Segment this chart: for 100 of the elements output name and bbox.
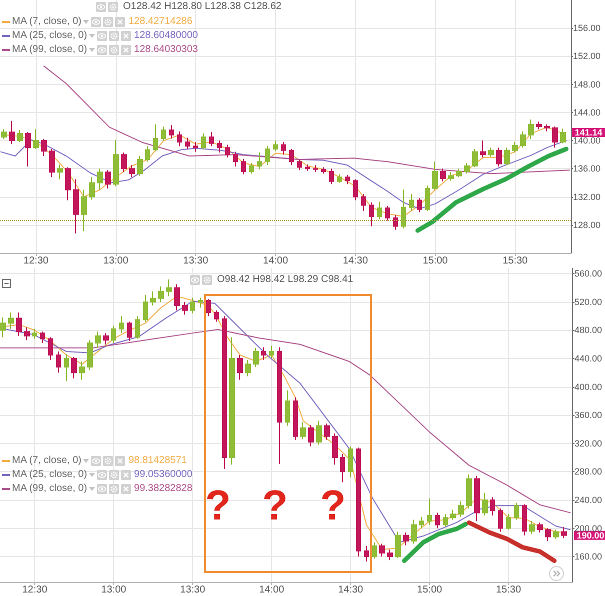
candlestick: [79, 360, 85, 380]
candlestick: [488, 147, 494, 158]
candlestick: [222, 316, 227, 470]
candlestick: [0, 317, 6, 338]
candlestick: [150, 290, 156, 306]
candlestick: [129, 164, 135, 178]
annotation: 128.42714286: [128, 16, 192, 28]
candlestick: [257, 152, 262, 170]
candlestick: [364, 545, 369, 562]
candlestick: [1, 128, 7, 140]
candlestick: [206, 298, 211, 317]
y-tick-label: 144.00: [573, 107, 601, 118]
line-series: [402, 522, 468, 564]
candlestick: [480, 140, 486, 158]
annotation: 99.05360000: [134, 469, 192, 481]
candlestick: [245, 359, 251, 377]
y-tick-label: 440.00: [574, 354, 602, 364]
candlestick: [143, 294, 148, 322]
candlestick: [387, 548, 393, 561]
x-tick-label: 14:30: [338, 584, 364, 596]
candlestick: [435, 512, 440, 529]
candlestick: [393, 214, 398, 230]
candlestick: [544, 124, 550, 132]
candlestick: [514, 502, 519, 520]
candlestick: [356, 447, 361, 558]
candlestick: [448, 172, 454, 182]
y-tick-label: 128.00: [573, 220, 601, 230]
annotation: 98.81428571: [128, 455, 187, 467]
candlestick: [214, 310, 219, 322]
x-tick-label: 13:00: [103, 256, 129, 266]
x-tick-label: 15:30: [502, 256, 528, 266]
candlestick: [403, 532, 409, 546]
candlestick: [73, 178, 79, 234]
candlestick: [265, 146, 270, 166]
y-tick-label: 280.00: [574, 466, 602, 477]
y-tick-label: 160.00: [574, 552, 602, 562]
x-tick-label: 13:30: [183, 256, 209, 266]
candlestick: [305, 164, 310, 172]
candlestick: [201, 133, 206, 150]
candlestick: [379, 543, 385, 558]
annotation: ?: [320, 482, 346, 528]
x-tick-label: 15:00: [417, 584, 442, 596]
candlestick: [432, 161, 438, 190]
candlestick: [316, 420, 322, 446]
candlestick: [417, 198, 422, 213]
candlestick: [127, 321, 132, 342]
candlestick: [177, 130, 182, 147]
candlestick: [482, 492, 488, 516]
y-tick-label: 140.00: [573, 136, 601, 146]
candlestick: [490, 496, 495, 516]
candlestick: [161, 126, 166, 142]
candlestick: [545, 528, 551, 542]
candlestick: [401, 189, 406, 229]
candlestick: [16, 312, 22, 336]
candlestick: [427, 498, 432, 526]
x-tick-label: 14:30: [342, 256, 368, 266]
candlestick: [293, 396, 298, 440]
candlestick: [95, 331, 101, 348]
candlestick: [474, 475, 480, 522]
candlestick: [308, 424, 314, 447]
candlestick: [289, 148, 294, 166]
annotation: ?: [205, 482, 231, 528]
y-tick-label: 400.00: [574, 382, 602, 392]
candlestick: [281, 141, 286, 156]
candlestick: [419, 516, 424, 529]
annotation: 128.60480000: [134, 30, 198, 42]
x-tick-label: 12:30: [23, 256, 49, 266]
x-tick-label: 13:30: [180, 584, 206, 596]
y-tick-label: 320.00: [574, 438, 602, 448]
candlestick: [237, 354, 243, 380]
candlestick: [190, 297, 195, 314]
y-tick-label: 132.00: [573, 192, 601, 202]
annotation: 99.38282828: [134, 483, 192, 495]
candlestick: [353, 178, 358, 201]
x-tick-label: 14:00: [263, 256, 288, 266]
candlestick: [273, 140, 278, 152]
x-tick-label: 15:30: [496, 584, 522, 596]
line-series: [466, 520, 557, 564]
candlestick: [337, 174, 342, 184]
legend-label: MA (99, close, 0): [12, 483, 88, 495]
candlestick: [536, 121, 542, 130]
candlestick: [32, 328, 37, 340]
candlestick: [169, 124, 174, 139]
candlestick: [560, 128, 566, 144]
legend-label: MA (7, close, 0): [12, 455, 82, 467]
candlestick: [285, 390, 290, 426]
candlestick: [145, 146, 150, 162]
candlestick: [137, 156, 143, 176]
candlestick: [372, 542, 377, 560]
candlestick: [135, 316, 140, 340]
candlestick: [97, 168, 103, 190]
candlestick: [65, 166, 71, 201]
candlestick: [321, 166, 326, 174]
candlestick: [105, 170, 111, 189]
candlestick: [361, 193, 366, 212]
candlestick: [340, 453, 345, 483]
candlestick: [89, 176, 95, 200]
candlestick: [121, 152, 127, 173]
candlestick: [253, 347, 259, 368]
candlestick: [466, 474, 472, 509]
